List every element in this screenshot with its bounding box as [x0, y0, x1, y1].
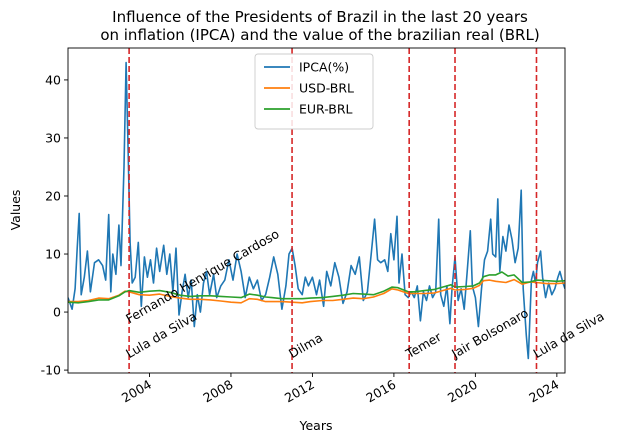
y-axis-title: Values — [8, 190, 23, 231]
legend-label: IPCA(%) — [299, 60, 349, 75]
president-annotation: Dilma — [286, 330, 325, 361]
legend: IPCA(%) USD-BRL EUR-BRL — [254, 53, 374, 130]
series-line-eur-brl — [68, 271, 565, 304]
plot-area — [68, 48, 565, 373]
y-tick-label: 40 — [45, 72, 61, 87]
x-tick-label: 2008 — [200, 377, 235, 406]
plot-frame — [67, 47, 566, 374]
y-tick-label: 30 — [45, 130, 61, 145]
president-annotation: Lula da Silva — [530, 308, 606, 361]
chart-title-line2: on inflation (IPCA) and the value of the… — [100, 26, 539, 44]
series-line-usd-brl — [68, 278, 565, 304]
series-line-ipca — [68, 61, 565, 360]
y-tick-label: 0 — [53, 305, 61, 320]
president-annotation: Jair Bolsonaro — [448, 305, 531, 361]
x-tick-label: 2004 — [119, 377, 154, 406]
x-axis: 2004 2008 2012 2016 2020 2024 — [119, 373, 561, 406]
x-tick-label: 2012 — [282, 377, 317, 406]
x-axis-title: Years — [299, 418, 333, 433]
legend-label: EUR-BRL — [299, 102, 353, 117]
chart-title-line1: Influence of the Presidents of Brazil in… — [112, 8, 528, 26]
series-group — [68, 61, 565, 360]
y-tick-label: -10 — [41, 363, 61, 378]
x-tick-label: 2020 — [445, 377, 480, 406]
legend-box — [254, 53, 374, 130]
x-tick-label: 2024 — [526, 377, 561, 406]
legend-label: USD-BRL — [299, 81, 354, 96]
y-axis: -10 0 10 20 30 40 — [41, 72, 68, 378]
x-tick-label: 2016 — [363, 377, 398, 406]
y-tick-label: 20 — [45, 188, 61, 203]
president-annotation: Temer — [402, 329, 444, 362]
y-tick-label: 10 — [45, 247, 61, 262]
